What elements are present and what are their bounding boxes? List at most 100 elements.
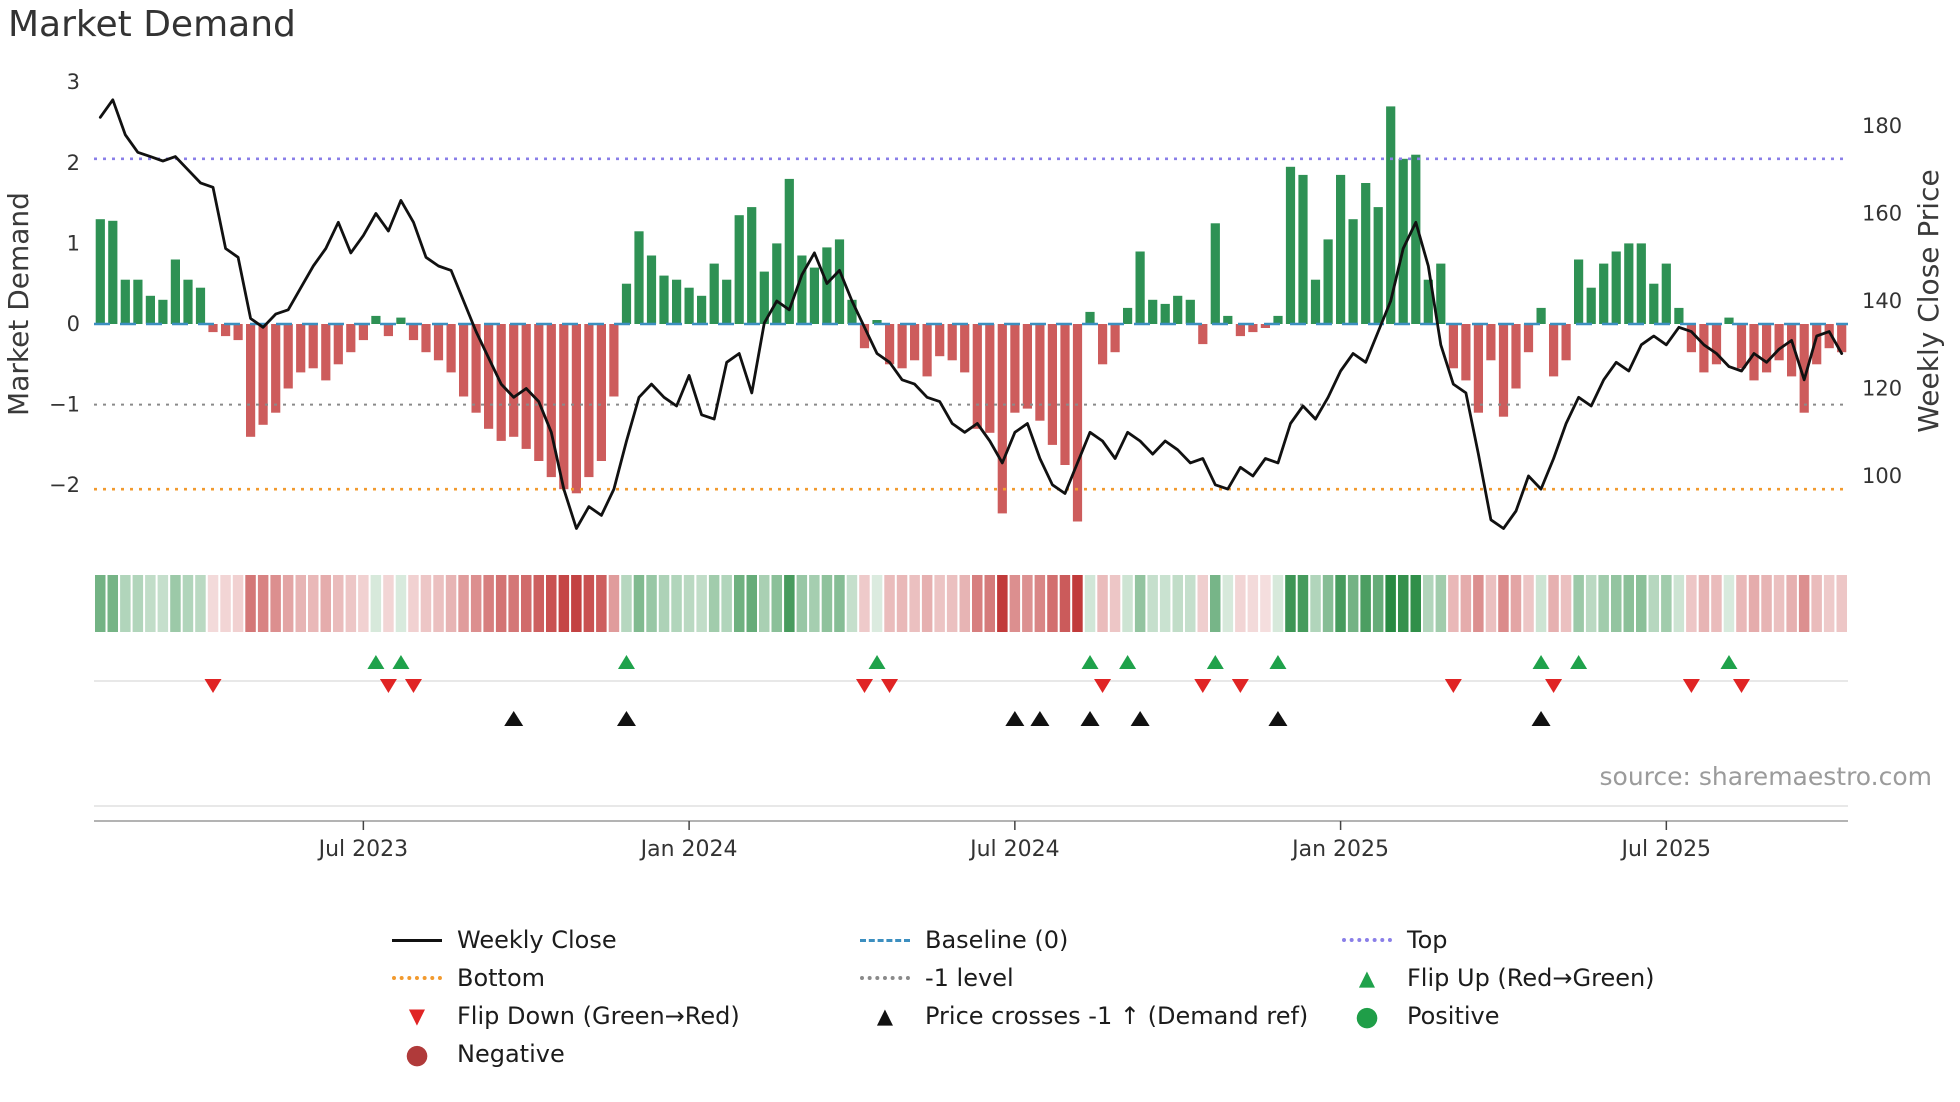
flip-up-marker-icon: ▲ bbox=[1358, 965, 1376, 990]
flip-down-icon bbox=[404, 679, 422, 693]
heatmap-cell bbox=[1059, 575, 1071, 632]
heatmap-cell bbox=[521, 575, 532, 632]
heatmap-cell bbox=[921, 575, 933, 632]
demand-bar-positive bbox=[621, 283, 632, 324]
demand-bar-negative bbox=[1711, 324, 1722, 365]
heatmap-cell bbox=[95, 575, 106, 632]
heatmap-cell bbox=[308, 575, 319, 632]
demand-bar-positive bbox=[697, 295, 707, 324]
demand-bar-positive bbox=[1223, 315, 1233, 324]
legend-label: Positive bbox=[1407, 1002, 1500, 1030]
demand-bar-negative bbox=[960, 324, 970, 373]
demand-bar-negative bbox=[1511, 324, 1521, 389]
bottom-marker-icon bbox=[392, 976, 442, 980]
demand-bar-positive bbox=[1661, 263, 1671, 324]
demand-bar-negative bbox=[1035, 324, 1045, 421]
heatmap-cell bbox=[1448, 575, 1459, 632]
demand-bar-negative bbox=[1523, 324, 1534, 353]
demand-bar-positive bbox=[1436, 263, 1446, 324]
demand-bar-positive bbox=[646, 255, 657, 324]
market-demand-chart: 3 2 1 0 −1 −2 180 160 140 120 100 Jul 2023 Jan 2024 J… bbox=[2, 70, 1945, 862]
x-tick-label: Jul 2025 bbox=[1620, 837, 1712, 862]
demand-bar-negative bbox=[1736, 324, 1747, 369]
heatmap-cell bbox=[107, 575, 118, 632]
demand-bar-negative bbox=[308, 324, 318, 369]
heatmap-cell bbox=[1748, 575, 1760, 632]
demand-bar-negative bbox=[1047, 324, 1057, 445]
demand-bar-negative bbox=[1824, 324, 1834, 349]
heatmap-cell bbox=[395, 575, 407, 632]
demand-bar-positive bbox=[1724, 317, 1734, 324]
demand-bar-positive bbox=[1599, 263, 1609, 324]
top-marker-icon bbox=[1342, 938, 1392, 942]
heatmap-cell bbox=[1210, 575, 1221, 632]
demand-bar-negative bbox=[947, 324, 957, 361]
reference-lines bbox=[94, 157, 1848, 491]
price-cross-icon bbox=[616, 711, 636, 726]
heatmap-cell bbox=[646, 575, 657, 632]
demand-bar-positive bbox=[1624, 243, 1634, 324]
heatmap-cell bbox=[1134, 575, 1146, 632]
chart-legend: Weekly Close Baseline (0) Top Bottom -1 leve… bbox=[392, 925, 1812, 1069]
flip-up-icon bbox=[1119, 655, 1137, 669]
heatmap-cell bbox=[1573, 575, 1584, 632]
heatmap-cell bbox=[1022, 575, 1033, 632]
heatmap-cell bbox=[120, 575, 131, 632]
demand-bar-negative bbox=[997, 324, 1007, 514]
heatmap-cell bbox=[1535, 575, 1547, 632]
legend-item-positive: ● Positive bbox=[1342, 1001, 1812, 1031]
demand-bar-positive bbox=[1649, 283, 1659, 324]
heatmap-cell bbox=[1398, 575, 1409, 632]
right-axis-label: Weekly Close Price bbox=[1912, 169, 1945, 432]
left-tick-label: 3 bbox=[67, 70, 80, 94]
legend-label: Top bbox=[1407, 926, 1448, 954]
heatmap-cell bbox=[809, 575, 820, 632]
heatmap-cell bbox=[1272, 575, 1284, 632]
axis-ticks: 3 2 1 0 −1 −2 180 160 140 120 100 Jul 2023 Jan 2024 J… bbox=[49, 70, 1902, 862]
heatmap-cell bbox=[571, 575, 582, 632]
legend-label: Flip Up (Red→Green) bbox=[1407, 964, 1655, 992]
flip-up-icon bbox=[367, 655, 385, 669]
heatmap-cell bbox=[220, 575, 231, 632]
demand-bar-positive bbox=[1160, 303, 1170, 324]
heatmap-cell bbox=[495, 575, 507, 632]
demand-bars bbox=[95, 106, 1847, 522]
heatmap-cell bbox=[1097, 575, 1108, 632]
heatmap-cell bbox=[1009, 575, 1021, 632]
demand-bar-positive bbox=[1123, 307, 1133, 324]
heatmap-cell bbox=[370, 575, 382, 632]
flip-up-icon bbox=[868, 655, 886, 669]
demand-bar-positive bbox=[1386, 106, 1396, 325]
legend-item-negative: ● Negative bbox=[392, 1039, 860, 1069]
heatmap-cell bbox=[333, 575, 344, 632]
heatmap-cell bbox=[1122, 575, 1133, 632]
demand-bar-positive bbox=[1085, 311, 1095, 324]
demand-bar-negative bbox=[471, 324, 481, 413]
demand-bar-negative bbox=[571, 324, 581, 494]
demand-bar-positive bbox=[847, 299, 857, 324]
legend-item-baseline: Baseline (0) bbox=[860, 925, 1342, 955]
left-tick-label: 2 bbox=[67, 151, 80, 175]
heatmap-cell bbox=[1285, 575, 1296, 632]
demand-bar-positive bbox=[1298, 174, 1308, 324]
weekly-close-marker-icon bbox=[392, 938, 442, 942]
demand-bar-negative bbox=[584, 324, 594, 478]
demand-bar-positive bbox=[1336, 174, 1346, 324]
heatmap-cell bbox=[1360, 575, 1371, 632]
heatmap-cell bbox=[1711, 575, 1722, 632]
legend-label: Baseline (0) bbox=[925, 926, 1069, 954]
demand-bar-negative bbox=[459, 324, 469, 397]
demand-bar-negative bbox=[559, 324, 569, 490]
heatmap-cell bbox=[245, 575, 256, 632]
heatmap-cell bbox=[608, 575, 620, 632]
price-cross-icon bbox=[1005, 711, 1025, 726]
heatmap-cell bbox=[1197, 575, 1208, 632]
legend-label: -1 level bbox=[925, 964, 1014, 992]
heatmap-cell bbox=[1823, 575, 1835, 632]
heatmap-cell bbox=[708, 575, 720, 632]
left-tick-label: −2 bbox=[49, 473, 80, 497]
heatmap-cell bbox=[1247, 575, 1259, 632]
left-tick-label: 0 bbox=[67, 312, 80, 336]
demand-bar-negative bbox=[922, 324, 932, 377]
